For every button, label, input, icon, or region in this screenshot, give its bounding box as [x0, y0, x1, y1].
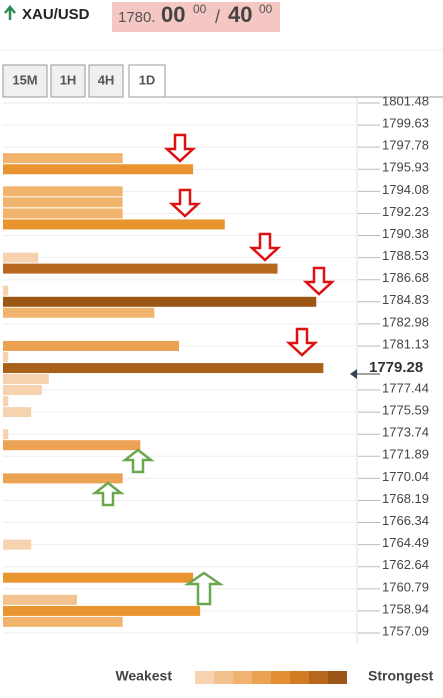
up-arrow — [183, 571, 225, 606]
tab[interactable] — [2, 64, 48, 98]
y-tick-label: 1762.64 — [382, 557, 429, 572]
y-tick-label: 1771.89 — [382, 447, 429, 462]
bar — [3, 539, 32, 550]
symbol: XAU/USD — [22, 6, 90, 23]
y-tick-label: 1764.49 — [382, 535, 429, 550]
bid-main: 1780. — [118, 9, 156, 26]
down-arrows — [163, 133, 336, 357]
legend-high: Strongest — [368, 668, 434, 684]
bar — [3, 307, 155, 318]
bar — [3, 164, 194, 175]
up-icon — [4, 5, 16, 20]
bar — [3, 605, 201, 616]
bar — [3, 208, 123, 219]
tab-label: 1H — [60, 72, 77, 87]
bar — [3, 285, 9, 296]
bar — [3, 396, 9, 407]
down-arrow — [168, 188, 202, 218]
tab[interactable] — [128, 64, 166, 98]
y-tick-label: 1794.08 — [382, 182, 429, 197]
y-tick-label: 1773.74 — [382, 425, 429, 440]
y-tick-label: 1766.34 — [382, 513, 429, 528]
bar — [3, 616, 123, 627]
ask-big: 40 — [228, 2, 252, 27]
down-arrow — [248, 232, 282, 262]
tab-label: 15M — [12, 72, 37, 87]
bar — [3, 186, 123, 197]
y-tick-label: 1768.19 — [382, 491, 429, 506]
y-tick-label: 1777.44 — [382, 380, 429, 395]
bid-big: 00 — [161, 2, 185, 27]
bar — [3, 473, 123, 484]
up-arrow — [91, 481, 125, 507]
tab[interactable] — [50, 64, 86, 98]
tab-label: 4H — [98, 72, 115, 87]
y-tick-label: 1781.13 — [382, 336, 429, 351]
current-marker — [350, 369, 357, 380]
legend-swatch — [309, 671, 328, 684]
tab-label: 1D — [139, 72, 156, 87]
separator: / — [215, 7, 220, 27]
bar — [3, 252, 39, 263]
bar — [3, 197, 123, 208]
bar — [3, 429, 9, 440]
bar — [3, 296, 317, 307]
bar — [3, 374, 49, 385]
tab[interactable] — [88, 64, 124, 98]
legend-swatch — [328, 671, 347, 684]
y-tick-label: 1792.23 — [382, 204, 429, 219]
bar — [3, 385, 42, 396]
legend-swatch — [233, 671, 252, 684]
y-tick-label: 1799.63 — [382, 116, 429, 131]
bar — [3, 440, 141, 451]
y-tick-label: 1758.94 — [382, 601, 429, 616]
y-tick-label: 1784.83 — [382, 292, 429, 307]
up-arrow — [121, 448, 155, 474]
y-tick-label: 1760.79 — [382, 579, 429, 594]
legend-low: Weakest — [115, 668, 172, 684]
bar — [3, 407, 32, 418]
y-tick-label: 1782.98 — [382, 314, 429, 329]
up-arrows — [91, 448, 225, 606]
legend-swatch — [271, 671, 290, 684]
bid-small: 00 — [193, 2, 207, 16]
y-tick-label: 1797.78 — [382, 138, 429, 153]
bar — [3, 340, 179, 351]
legend-swatch — [195, 671, 214, 684]
y-tick-label: 1786.68 — [382, 270, 429, 285]
bar — [3, 363, 324, 374]
bar — [3, 351, 9, 362]
bar — [3, 219, 225, 230]
legend-swatch — [290, 671, 309, 684]
legend-swatch — [252, 671, 271, 684]
ask-small: 00 — [259, 2, 273, 16]
bar — [3, 153, 123, 164]
down-arrow — [163, 133, 197, 163]
legend-swatch — [214, 671, 233, 684]
down-arrow — [285, 327, 319, 357]
y-tick-label: 1757.09 — [382, 623, 429, 638]
y-tick-label: 1795.93 — [382, 160, 429, 175]
bar — [3, 572, 194, 583]
current-price: 1779.28 — [369, 359, 423, 376]
down-arrow — [302, 266, 336, 296]
arrows — [91, 133, 336, 606]
bar — [3, 263, 278, 274]
y-tick-label: 1770.04 — [382, 469, 429, 484]
y-tick-label: 1801.48 — [382, 93, 429, 108]
bar — [3, 594, 77, 605]
y-tick-label: 1790.38 — [382, 226, 429, 241]
y-tick-label: 1775.59 — [382, 403, 429, 418]
price-box — [112, 2, 280, 32]
y-tick-label: 1788.53 — [382, 248, 429, 263]
